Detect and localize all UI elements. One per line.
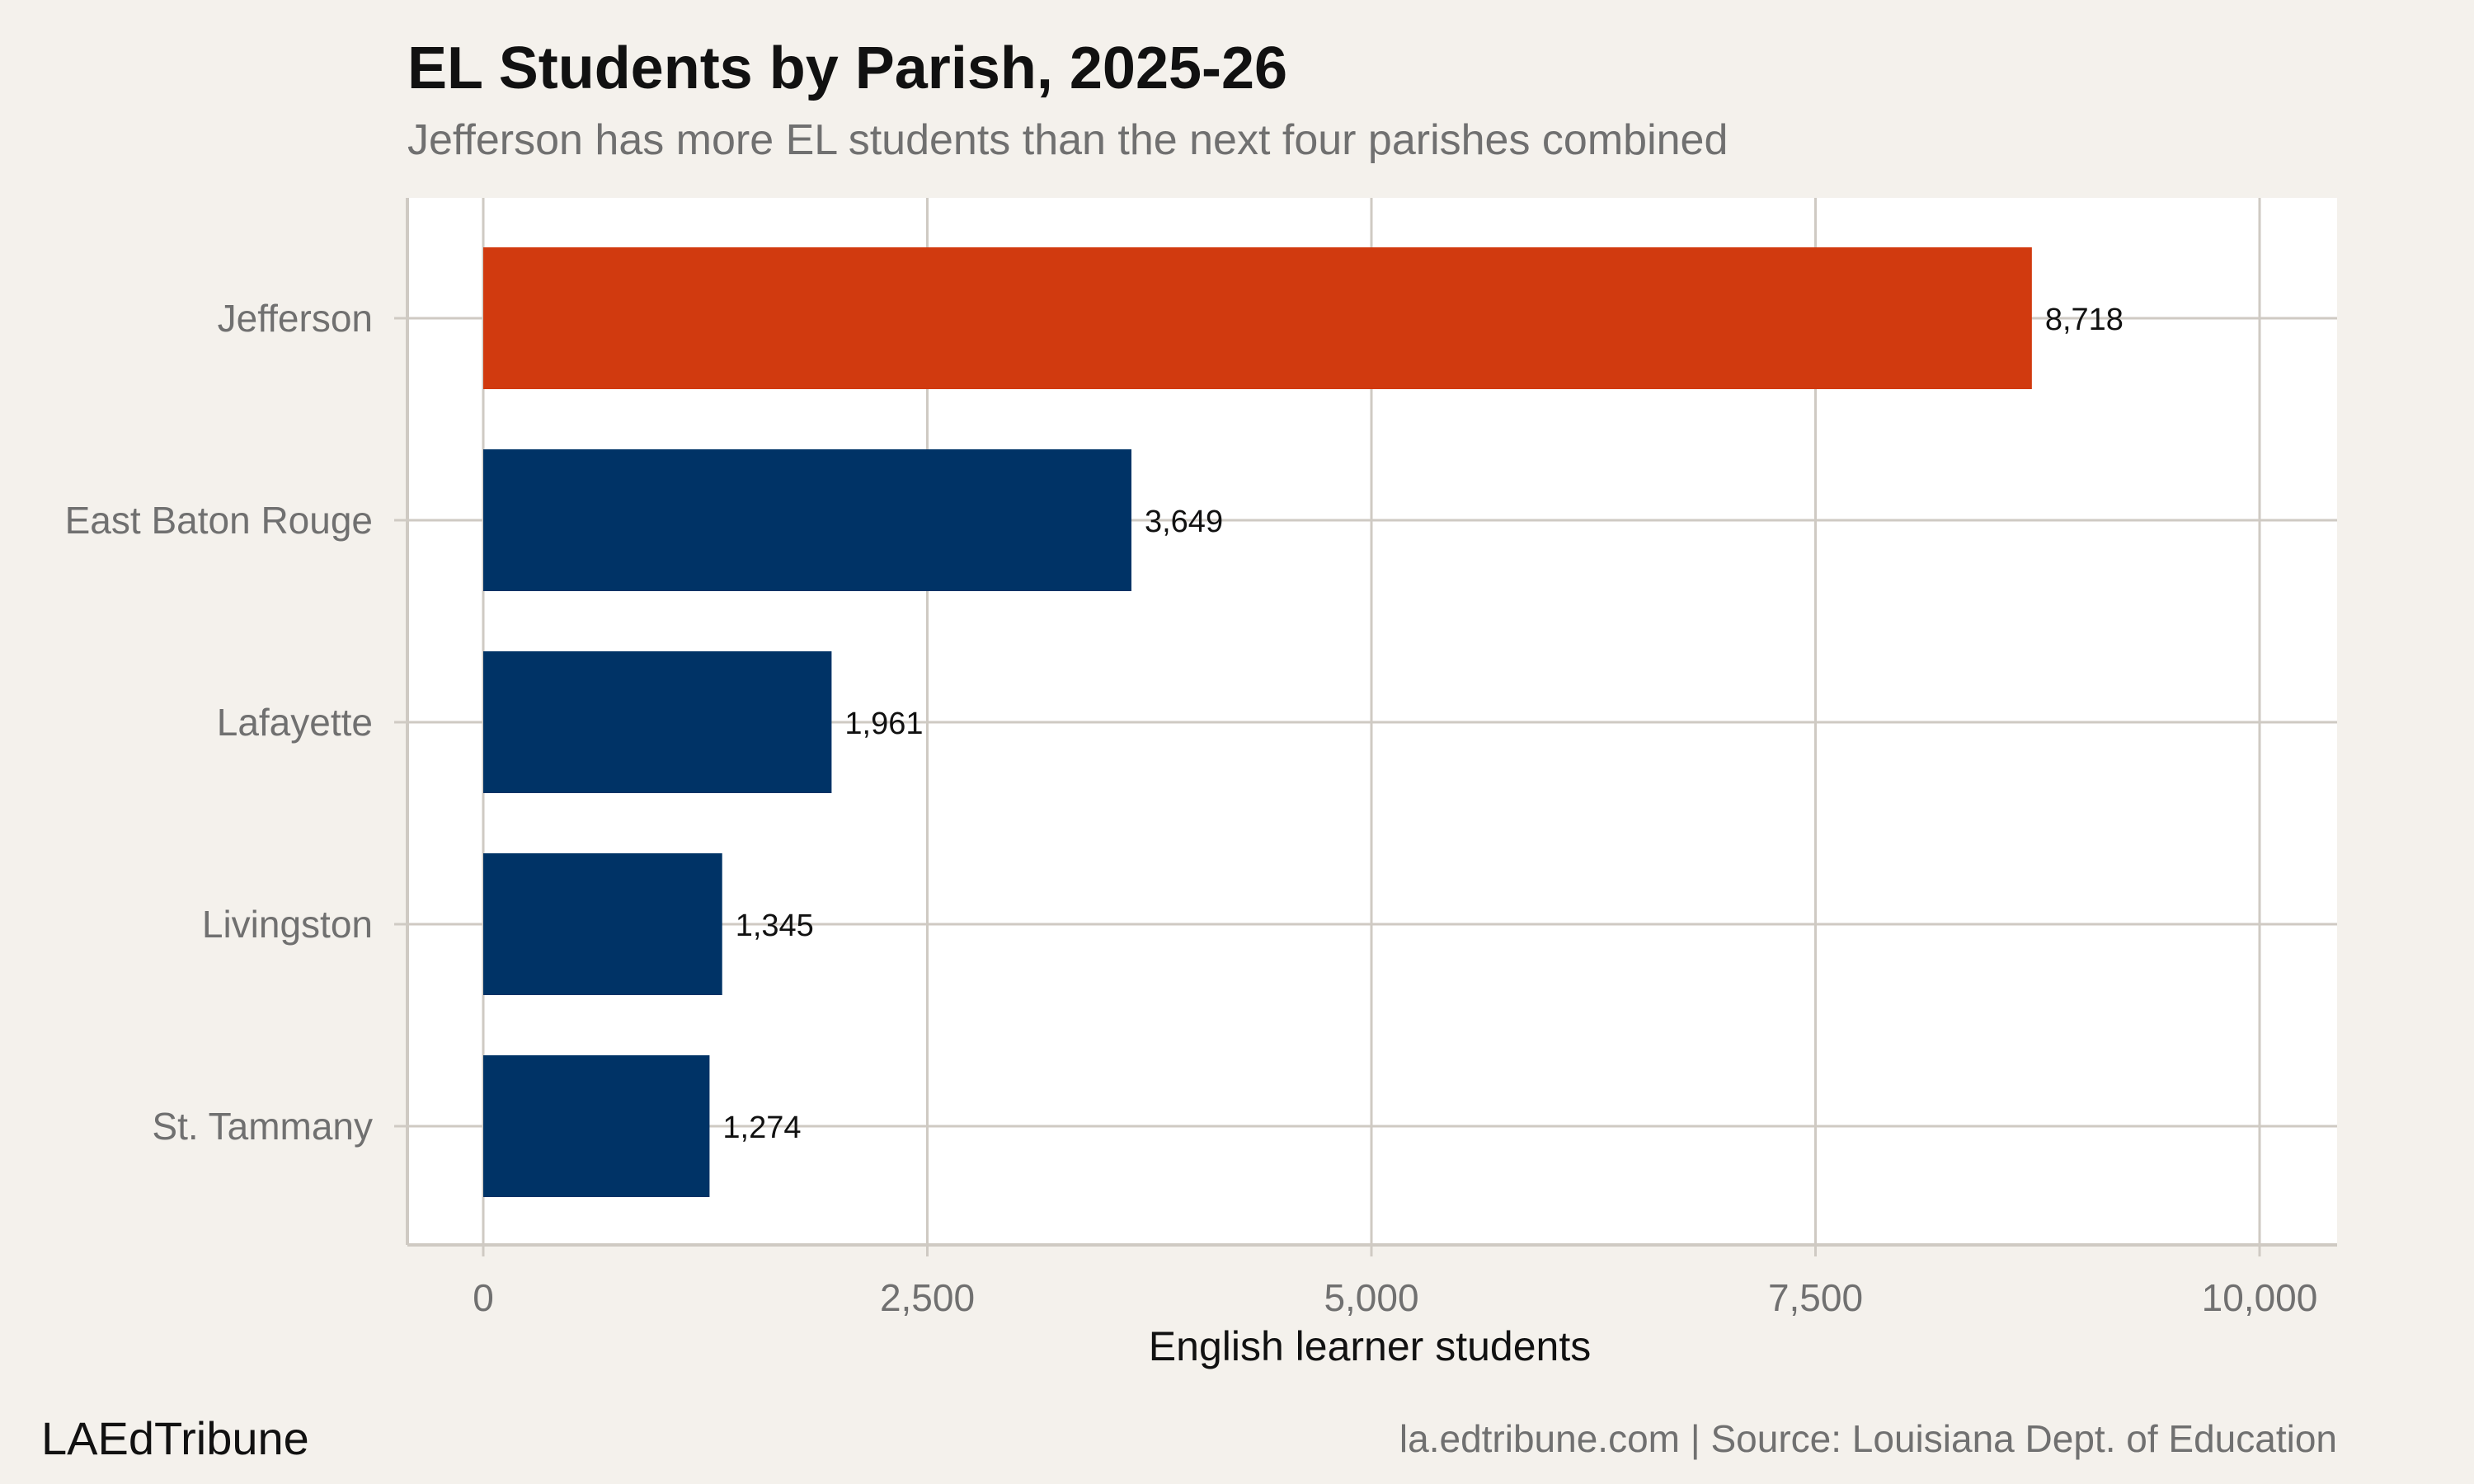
bar [483,449,1131,591]
bar [483,853,722,995]
x-axis-title: English learner students [1149,1323,1591,1369]
value-label: 1,274 [722,1111,801,1145]
x-tick-label: 10,000 [2202,1276,2318,1319]
category-label: East Baton Rouge [65,499,373,542]
value-label: 8,718 [2045,303,2124,337]
bar [483,651,832,793]
value-label: 1,345 [736,909,814,943]
x-tick-label: 0 [473,1276,494,1319]
category-label: Livingston [202,903,373,946]
category-label: Jefferson [218,297,373,340]
category-label: Lafayette [217,701,373,744]
chart-subtitle: Jefferson has more EL students than the … [407,116,1729,164]
category-label: St. Tammany [152,1105,373,1148]
x-tick-label: 7,500 [1768,1276,1863,1319]
x-tick-label: 5,000 [1324,1276,1418,1319]
x-tick-label: 2,500 [880,1276,975,1319]
bar [483,1055,710,1197]
chart-title: EL Students by Parish, 2025-26 [407,35,1288,101]
value-label: 3,649 [1145,505,1223,539]
brand-logo-text: LAEdTribune [41,1412,309,1464]
value-label: 1,961 [844,707,923,741]
bar [483,247,2032,389]
source-credit: la.edtribune.com | Source: Louisiana Dep… [1399,1417,2337,1460]
